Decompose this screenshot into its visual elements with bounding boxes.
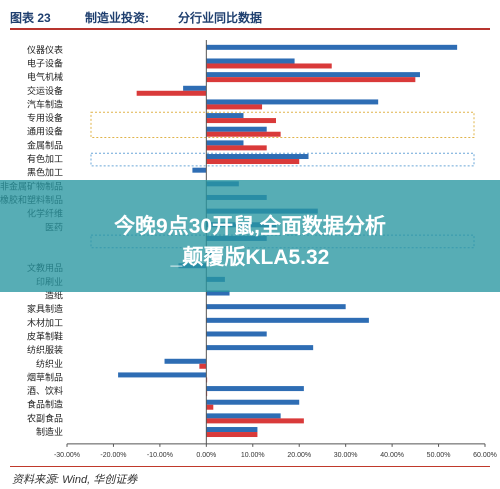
x-tick-label: 40.00% [380, 452, 404, 459]
bar [206, 331, 267, 337]
category-label: 通用设备 [27, 126, 63, 137]
category-label: 木材加工 [27, 317, 63, 328]
bar [118, 372, 207, 378]
category-label: 黑色加工 [27, 167, 63, 178]
bar [206, 290, 230, 296]
x-tick-label: 60.00% [473, 452, 497, 459]
category-label: 食品制造 [27, 399, 63, 410]
bar [136, 90, 207, 96]
category-label: 制造业 [36, 426, 63, 437]
x-tick-label: 0.00% [196, 452, 216, 459]
chart-title-row: 图表 23 制造业投资: 分行业同比数据 [10, 6, 490, 28]
category-label: 汽车制造 [27, 98, 63, 109]
source-note: 资料来源: Wind, 华创证券 [12, 474, 138, 486]
bar [206, 63, 332, 69]
category-label: 造纸 [45, 290, 63, 301]
bar [164, 358, 207, 364]
bar [206, 99, 379, 105]
bar [206, 404, 214, 410]
bar [206, 427, 258, 433]
category-label: 有色加工 [27, 153, 63, 164]
category-label: 电气机械 [27, 71, 63, 82]
highlight-box [90, 152, 475, 167]
chart-subtitle: 分行业同比数据 [178, 11, 263, 25]
bar [206, 113, 244, 119]
category-label: 皮革制鞋 [27, 330, 63, 341]
banner-line-2: _颠覆版KLA5.32 [170, 246, 330, 269]
category-label: 酒、饮料 [27, 385, 63, 396]
bar [206, 399, 300, 405]
bar [206, 317, 369, 323]
bar [206, 118, 276, 124]
bar [199, 363, 207, 369]
bar [206, 159, 300, 165]
bar [206, 413, 281, 419]
category-label: 烟草制品 [27, 371, 63, 382]
title-divider [10, 28, 490, 30]
x-tick-label: 20.00% [287, 452, 311, 459]
bar [206, 145, 267, 151]
x-tick-label: -30.00% [54, 452, 80, 459]
category-label: 仪器仪表 [27, 44, 63, 55]
highlight-box [90, 111, 475, 139]
bar [206, 304, 346, 310]
bar [206, 140, 244, 146]
bar [206, 154, 309, 160]
bar [206, 58, 295, 64]
x-tick-label: -10.00% [147, 452, 173, 459]
bar [206, 104, 263, 110]
bar [206, 72, 420, 78]
category-label: 纺织业 [36, 358, 63, 369]
figure-number: 图表 23 [10, 11, 51, 25]
banner-line-1: 今晚9点30开鼠,全面数据分析 [114, 215, 386, 238]
category-label: 农副食品 [27, 412, 63, 423]
bar [206, 44, 458, 50]
bar [206, 77, 416, 83]
x-tick-label: 10.00% [241, 452, 265, 459]
chart-title: 制造业投资: [85, 11, 149, 25]
bar [206, 126, 267, 132]
overlay-banner: 今晚9点30开鼠,全面数据分析 _颠覆版KLA5.32 [0, 180, 500, 292]
bar [206, 131, 281, 137]
footer-divider [10, 466, 490, 467]
bar [206, 418, 304, 424]
category-label: 家具制造 [27, 303, 63, 314]
category-label: 专用设备 [27, 112, 63, 123]
bar [206, 432, 258, 438]
bar [192, 167, 207, 173]
x-tick-label: -20.00% [100, 452, 126, 459]
bar [206, 345, 314, 351]
category-label: 交运设备 [27, 85, 63, 96]
category-label: 电子设备 [27, 57, 63, 68]
category-label: 纺织服装 [27, 344, 63, 355]
category-label: 金属制品 [27, 139, 63, 150]
bar [206, 386, 304, 392]
x-tick-label: 50.00% [427, 452, 451, 459]
x-tick-label: 30.00% [334, 452, 358, 459]
bar [183, 85, 207, 91]
